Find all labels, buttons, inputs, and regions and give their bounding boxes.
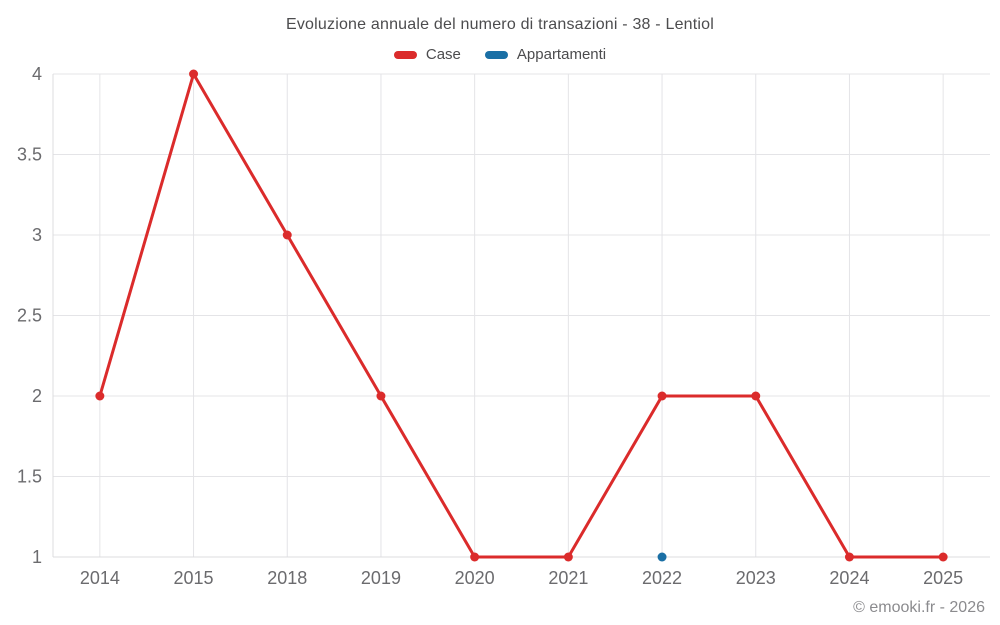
legend-swatch-appartamenti <box>484 50 508 59</box>
data-point-appartamenti <box>657 552 667 562</box>
legend-swatch-case <box>393 50 417 59</box>
data-point-case <box>376 391 386 401</box>
chart-legend: Case Appartamenti <box>0 46 1000 63</box>
y-tick-label: 2.5 <box>17 306 42 326</box>
y-tick-label: 1.5 <box>17 467 42 487</box>
y-tick-label: 2 <box>32 386 42 406</box>
legend-label-appartamenti: Appartamenti <box>516 46 607 63</box>
data-point-case <box>470 552 480 562</box>
x-tick-label: 2018 <box>267 568 307 588</box>
legend-item-case[interactable]: Case <box>393 46 461 63</box>
x-tick-label: 2014 <box>80 568 120 588</box>
legend-label-case: Case <box>425 46 461 63</box>
series-line-case <box>98 72 945 559</box>
x-tick-label: 2020 <box>455 568 495 588</box>
watermark: © emooki.fr - 2026 <box>853 599 985 616</box>
x-tick-label: 2021 <box>548 568 588 588</box>
x-tick-label: 2025 <box>923 568 963 588</box>
data-point-case <box>189 69 199 79</box>
legend-item-appartamenti[interactable]: Appartamenti <box>484 46 607 63</box>
y-tick-label: 3 <box>32 225 42 245</box>
y-tick-label: 1 <box>32 547 42 567</box>
x-tick-label: 2015 <box>174 568 214 588</box>
x-tick-label: 2023 <box>736 568 776 588</box>
data-point-case <box>563 552 573 562</box>
data-point-case <box>282 230 292 240</box>
data-point-case <box>751 391 761 401</box>
data-point-case <box>844 552 854 562</box>
y-tick-label: 4 <box>32 64 42 84</box>
data-point-case <box>95 391 105 401</box>
y-tick-label: 3.5 <box>17 145 42 165</box>
x-tick-label: 2024 <box>829 568 869 588</box>
data-point-case <box>657 391 667 401</box>
x-tick-label: 2019 <box>361 568 401 588</box>
chart-title: Evoluzione annuale del numero di transaz… <box>285 16 715 33</box>
data-point-case <box>938 552 948 562</box>
x-tick-label: 2022 <box>642 568 682 588</box>
